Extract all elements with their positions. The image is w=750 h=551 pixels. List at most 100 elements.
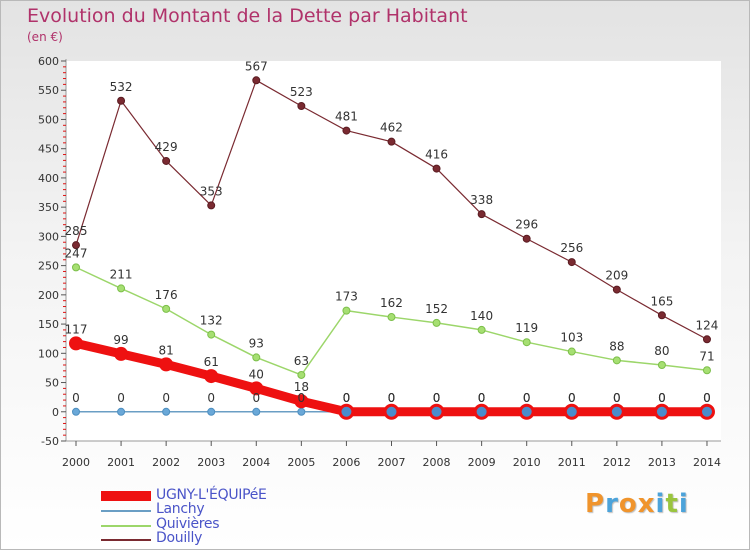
y-tick-label: 0 bbox=[52, 406, 59, 419]
chart-title: Evolution du Montant de la Dette par Hab… bbox=[27, 5, 468, 27]
data-label: 0 bbox=[298, 391, 306, 405]
data-label: 132 bbox=[200, 314, 223, 328]
data-label: 0 bbox=[117, 391, 125, 405]
x-tick-label: 2014 bbox=[693, 456, 721, 469]
data-label: 162 bbox=[380, 296, 403, 310]
data-label: 81 bbox=[158, 343, 173, 357]
data-label: 0 bbox=[568, 391, 576, 405]
data-label: 140 bbox=[470, 309, 493, 323]
data-label: 209 bbox=[605, 269, 628, 283]
series-point-2 bbox=[117, 284, 126, 293]
y-tick-label: 600 bbox=[38, 55, 59, 68]
data-label: 0 bbox=[703, 391, 711, 405]
data-label: 124 bbox=[696, 318, 719, 332]
data-label: 0 bbox=[703, 391, 711, 405]
series-point-1 bbox=[72, 407, 80, 416]
data-label: 0 bbox=[478, 391, 486, 405]
x-tick-label: 2000 bbox=[62, 456, 90, 469]
logo-letter: i bbox=[655, 489, 666, 519]
legend-label-ugny: UGNY-L'ÉQUIPéE bbox=[156, 487, 267, 503]
data-label: 0 bbox=[658, 391, 666, 405]
data-label: 119 bbox=[515, 321, 538, 335]
data-label: 0 bbox=[568, 391, 576, 405]
data-label: 429 bbox=[155, 140, 178, 154]
y-tick-label: 450 bbox=[38, 143, 59, 156]
y-tick-label: 300 bbox=[38, 230, 59, 243]
series-point-0 bbox=[563, 403, 580, 420]
legend-label-douilly: Douilly bbox=[156, 530, 203, 546]
data-label: 532 bbox=[110, 80, 133, 94]
series-point-0 bbox=[698, 403, 715, 420]
series-point-0 bbox=[473, 403, 490, 420]
series-point-0 bbox=[383, 403, 400, 420]
y-tick-label: 550 bbox=[38, 84, 59, 97]
data-label: 61 bbox=[204, 355, 219, 369]
data-label: 211 bbox=[110, 267, 133, 281]
series-point-3 bbox=[612, 285, 621, 294]
data-label: 416 bbox=[425, 148, 448, 162]
y-tick-label: -50 bbox=[41, 435, 59, 448]
logo-letter: o bbox=[618, 489, 638, 519]
data-label: 481 bbox=[335, 110, 358, 124]
series-point-2 bbox=[72, 263, 80, 272]
x-tick-label: 2012 bbox=[603, 456, 631, 469]
series-point-0 bbox=[608, 403, 625, 420]
x-tick-label: 2002 bbox=[152, 456, 180, 469]
series-point-3 bbox=[657, 311, 666, 320]
data-label: 0 bbox=[478, 391, 486, 405]
x-tick-label: 2013 bbox=[648, 456, 676, 469]
data-label: 0 bbox=[433, 391, 441, 405]
data-label: 0 bbox=[388, 391, 396, 405]
y-tick-label: 200 bbox=[38, 289, 59, 302]
data-label: 18 bbox=[294, 380, 309, 394]
data-label: 165 bbox=[650, 294, 673, 308]
logo-letter: r bbox=[605, 489, 619, 519]
data-label: 0 bbox=[433, 391, 441, 405]
x-tick-label: 2005 bbox=[287, 456, 315, 469]
x-tick-label: 2006 bbox=[332, 456, 360, 469]
series-point-3 bbox=[387, 137, 396, 146]
series-point-3 bbox=[702, 335, 711, 344]
data-label: 256 bbox=[560, 241, 583, 255]
series-point-3 bbox=[567, 258, 576, 267]
series-point-3 bbox=[162, 156, 171, 165]
series-point-2 bbox=[477, 325, 486, 334]
data-label: 296 bbox=[515, 218, 538, 232]
x-tick-label: 2007 bbox=[377, 456, 405, 469]
series-point-1 bbox=[207, 407, 216, 416]
data-label: 173 bbox=[335, 290, 358, 304]
series-point-3 bbox=[522, 234, 531, 243]
series-point-0 bbox=[159, 357, 174, 372]
series-point-2 bbox=[207, 330, 216, 339]
series-point-2 bbox=[432, 318, 441, 327]
data-label: 103 bbox=[560, 331, 583, 345]
x-tick-label: 2008 bbox=[423, 456, 451, 469]
data-label: 567 bbox=[245, 59, 268, 73]
data-label: 0 bbox=[343, 391, 351, 405]
series-point-1 bbox=[117, 407, 126, 416]
y-tick-label: 150 bbox=[38, 318, 59, 331]
data-label: 353 bbox=[200, 184, 223, 198]
data-label: 71 bbox=[699, 349, 714, 363]
data-label: 63 bbox=[294, 354, 309, 368]
data-label: 0 bbox=[658, 391, 666, 405]
data-label: 0 bbox=[162, 391, 170, 405]
x-tick-label: 2011 bbox=[558, 456, 586, 469]
y-tick-label: 350 bbox=[38, 201, 59, 214]
data-label: 99 bbox=[113, 333, 128, 347]
series-point-0 bbox=[114, 346, 129, 361]
series-point-3 bbox=[432, 164, 441, 173]
legend-label-lanchy: Lanchy bbox=[156, 501, 205, 517]
y-tick-label: 500 bbox=[38, 113, 59, 126]
series-point-3 bbox=[252, 76, 261, 85]
y-tick-label: 250 bbox=[38, 260, 59, 273]
series-point-0 bbox=[249, 381, 264, 396]
series-point-2 bbox=[567, 347, 576, 356]
data-label: 0 bbox=[252, 391, 260, 405]
series-point-3 bbox=[117, 96, 126, 105]
series-point-0 bbox=[653, 403, 670, 420]
series-point-2 bbox=[657, 361, 666, 369]
data-label: 93 bbox=[249, 336, 264, 350]
proxiti-logo: Proxiti bbox=[585, 489, 689, 519]
legend-swatch-ugny bbox=[101, 491, 151, 501]
